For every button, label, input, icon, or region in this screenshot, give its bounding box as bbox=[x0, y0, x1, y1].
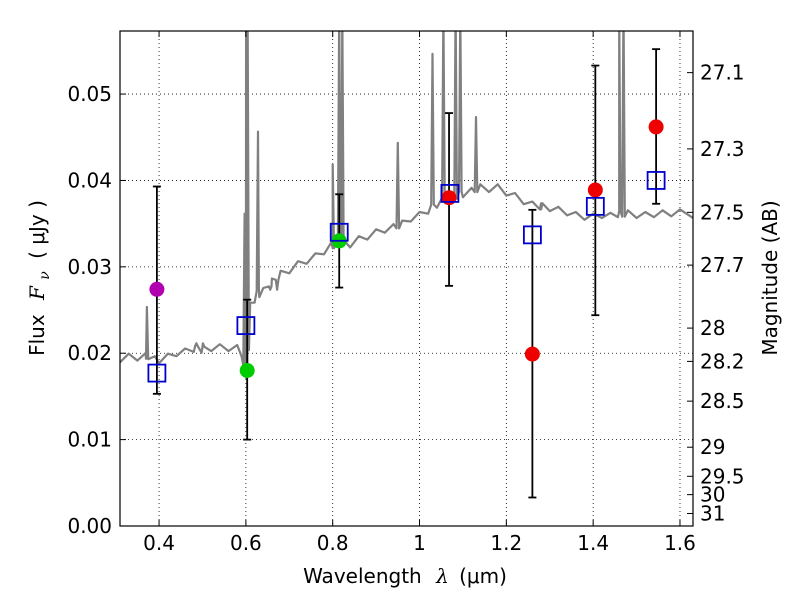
y-tick-label: 0.02 bbox=[67, 341, 112, 365]
y2-tick-label: 29 bbox=[700, 435, 725, 459]
x-tick-label: 0.4 bbox=[143, 531, 175, 555]
x-tick-label: 0.6 bbox=[230, 531, 262, 555]
x-tick-label: 0.8 bbox=[317, 531, 349, 555]
grid-lines bbox=[120, 31, 693, 526]
y-tick-label: 0.01 bbox=[67, 428, 112, 452]
model-spectrum-line bbox=[120, 31, 693, 379]
x-axis-unit: (μm) bbox=[459, 564, 507, 588]
y2-tick-label: 28.2 bbox=[700, 349, 745, 373]
observed-point bbox=[441, 190, 457, 206]
y2-tick-label: 29.5 bbox=[700, 464, 745, 488]
y-axis-title-text: Flux bbox=[25, 314, 49, 356]
model-photometry-square bbox=[440, 184, 460, 203]
y-axis-unit: ( μJy ) bbox=[25, 200, 49, 259]
y-tick-label: 0.04 bbox=[67, 168, 112, 192]
y2-tick-label: 30 bbox=[700, 483, 725, 507]
x-axis-title: Wavelength λ (μm) bbox=[303, 564, 507, 588]
y2-tick-label: 28.5 bbox=[700, 389, 745, 413]
model-photometry-square bbox=[147, 363, 167, 383]
y2-tick-label: 27.7 bbox=[700, 253, 745, 277]
x-tick-label: 1.6 bbox=[664, 531, 696, 555]
plot-frame bbox=[119, 30, 694, 527]
y2-tick-label: 27.5 bbox=[700, 200, 745, 224]
y-axis-title: Flux F ν ( μJy ) bbox=[25, 200, 54, 356]
y2-axis-title: Magnitude (AB) bbox=[758, 200, 782, 355]
y-tick-label: 0.05 bbox=[67, 82, 112, 106]
y-axis-subscript: ν bbox=[37, 271, 53, 280]
data-markers bbox=[147, 119, 666, 383]
model-photometry-square bbox=[522, 225, 542, 245]
y-tick-label: 0.00 bbox=[67, 514, 112, 538]
x-tick-label: 1.4 bbox=[577, 531, 609, 555]
y2-tick-label: 27.3 bbox=[700, 137, 745, 161]
model-photometry-square bbox=[236, 316, 256, 335]
x-tick-label: 1 bbox=[413, 531, 426, 555]
observed-point bbox=[524, 346, 540, 362]
observed-point bbox=[149, 281, 165, 297]
y-tick-label: 0.03 bbox=[67, 255, 112, 279]
axis-ticks: 0.4 0.6 0.8 1 1.2 1.4 1.6 0.00 0.01 0.02 0.03 0.04 0… bbox=[67, 31, 745, 555]
model-photometry-square bbox=[646, 171, 666, 190]
model-photometry-square bbox=[329, 222, 349, 242]
x-tick-label: 1.2 bbox=[490, 531, 522, 555]
y2-tick-label: 27.1 bbox=[700, 61, 745, 85]
observed-point bbox=[239, 363, 255, 379]
y-axis-symbol: F bbox=[25, 285, 49, 301]
y2-tick-label: 28 bbox=[700, 316, 725, 340]
observed-point bbox=[587, 182, 603, 198]
error-bars bbox=[152, 48, 661, 499]
y2-tick-label: 31 bbox=[700, 502, 725, 526]
x-axis-symbol: λ bbox=[435, 564, 449, 588]
x-axis-title-text: Wavelength bbox=[303, 564, 422, 588]
model-photometry-square bbox=[585, 196, 605, 216]
observed-point bbox=[648, 119, 664, 135]
